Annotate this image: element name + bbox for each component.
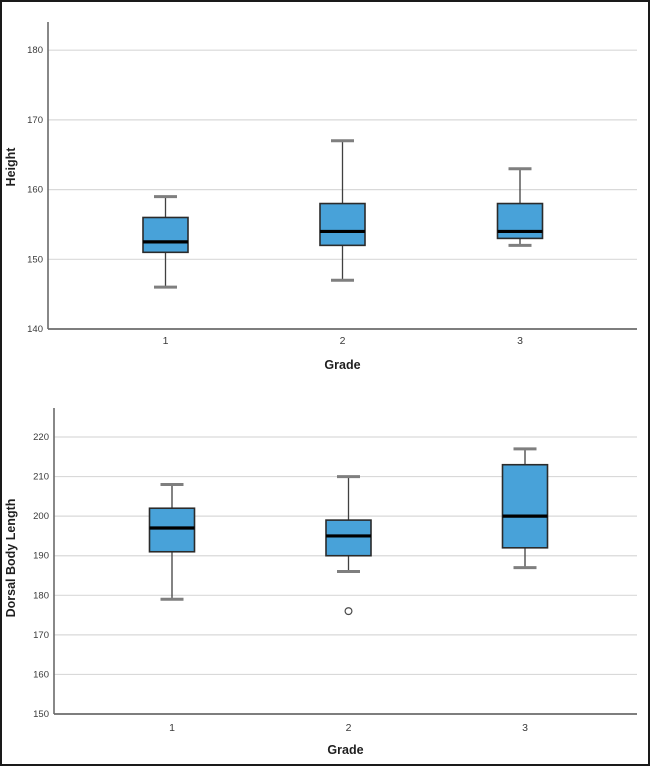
y-tick-label-160: 160 [27,185,43,196]
x-tick-label-2: 2 [346,722,352,734]
x-tick-label-3: 3 [522,722,528,734]
iqr-box [148,507,196,553]
y-axis-title: Dorsal Body Length [4,499,18,618]
iqr-box [325,519,372,557]
box-grade-1 [142,195,189,289]
y-axis-title: Height [4,147,18,187]
iqr-box [319,202,366,247]
chart-1-height: 140 150 160 170 180 Height 1 2 3 Grade [4,22,637,372]
box-grade-3 [501,447,549,570]
y-tick-label-160: 160 [33,669,49,680]
x-tick-label-1: 1 [169,722,175,734]
iqr-box [496,202,544,240]
y-tick-label-150: 150 [27,254,43,265]
box-grade-3 [496,167,544,247]
x-tick-label-1: 1 [163,335,169,347]
box-grade-2 [325,475,372,616]
x-tick-label-2: 2 [340,335,346,347]
y-tick-label-180: 180 [27,45,43,56]
y-tick-label-170: 170 [33,630,49,641]
y-tick-label-140: 140 [27,324,43,335]
box-grade-2 [319,139,366,282]
y-tick-label-210: 210 [33,472,49,483]
iqr-box [142,216,189,254]
chart-2-dorsal-body-length: 150 160 170 180 190 200 210 220 Dorsal Body Leng… [4,408,637,757]
y-tick-label-180: 180 [33,590,49,601]
y-tick-label-200: 200 [33,511,49,522]
x-axis-title: Grade [324,358,360,372]
box-grade-1 [148,482,196,601]
y-tick-label-220: 220 [33,432,49,443]
y-tick-label-190: 190 [33,551,49,562]
x-axis-title: Grade [327,743,363,757]
outlier-point [344,607,353,616]
y-tick-label-170: 170 [27,115,43,126]
iqr-box [501,463,549,549]
x-tick-label-3: 3 [517,335,523,347]
y-tick-label-150: 150 [33,709,49,720]
